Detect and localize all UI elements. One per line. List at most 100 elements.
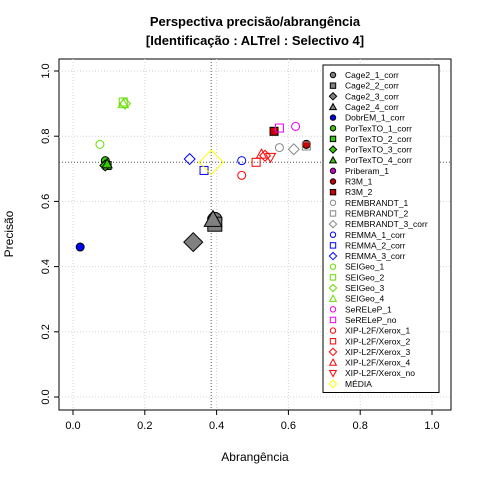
data-point [258,149,272,162]
legend-marker [329,231,337,238]
x-tick-label: 1.0 [424,420,439,432]
legend-marker [329,178,337,185]
legend-entry: REMMA_2_corr [345,240,406,250]
legend-marker [329,82,337,89]
data-point [264,152,277,164]
data-point [95,139,105,149]
legend-marker [329,114,337,121]
legend-marker [328,102,338,111]
legend-marker [329,188,337,196]
data-point [274,123,284,133]
y-tick-label: 0.0 [40,389,52,404]
legend-entry: DobrEM_1_corr [345,113,405,123]
legend-entry: PorTexTO_1_corr [345,123,412,133]
y-tick-label: 1.0 [40,63,52,78]
legend-marker [328,145,338,154]
legend-marker [329,338,337,345]
legend-entry: REMBRANDT_1 [345,198,409,208]
legend-marker [328,370,338,378]
legend-marker [328,219,338,229]
plot-area: 0.0 0.2 0.4 0.6 0.8 1.0 0.0 0.2 0.4 0.6 0.8 1.0 Cage… [40,58,452,432]
legend-entry: REMBRANDT_3_corr [345,219,428,229]
legend-entry: XIP-L2F/Xerox_4 [345,358,410,368]
legend-entry: R3M_2 [345,187,373,197]
legend-marker [328,155,338,164]
legend-marker [328,283,338,293]
plot-frame [58,58,452,411]
legend-marker [329,274,337,281]
x-tick-label: 0.6 [281,420,296,432]
data-point [301,141,311,151]
x-tick-label: 0.2 [137,420,152,432]
legend-entry: REMMA_3_corr [345,251,406,261]
y-tick-label: 0.6 [40,194,52,209]
data-point [183,152,196,166]
data-point [203,209,223,227]
chart-title: Perspectiva precisão/abrangência [150,14,361,29]
x-axis-label: Abrangência [221,450,289,464]
legend-entry: R3M_1 [345,177,373,187]
legend-marker [329,135,337,143]
legend-marker [329,316,337,324]
legend-entry: SeRELeP_1 [345,304,392,314]
legend-entry: Cage2_2_corr [345,81,399,91]
data-point [237,170,247,180]
legend-entry: SEIGeo_4 [345,294,384,304]
legend-marker [328,379,338,389]
legend-marker [329,263,337,270]
y-tick-label: 0.4 [40,259,52,274]
legend-marker [329,199,337,207]
legend-entry: REMMA_1_corr [345,230,406,240]
legend-entry: PorTexTO_4_corr [345,155,412,165]
data-point [198,149,225,176]
data-point [291,121,301,131]
x-tick-label: 0.0 [65,420,80,432]
x-tick-label: 0.4 [209,420,224,432]
chart-subtitle: [Identificação : ALTrel : Selectivo 4] [146,33,364,48]
legend-entry: SEIGeo_2 [345,272,384,282]
legend-entry: Cage2_3_corr [345,91,399,101]
legend-entry: XIP-L2F/Xerox_no [345,368,415,378]
x-tick-label: 0.8 [353,420,368,432]
legend-marker [329,242,337,249]
legend-entry: Priberam_1 [345,166,389,176]
data-point [274,143,284,153]
legend-marker [329,327,337,334]
legend-entry: XIP-L2F/Xerox_1 [345,326,410,336]
legend-entry: PorTexTO_2_corr [345,134,412,144]
data-point [251,157,261,167]
data-point [117,97,130,109]
legend-marker [329,125,337,132]
legend-marker [329,306,337,313]
data-point [255,148,268,159]
legend-entry: SEIGeo_1 [345,262,384,272]
legend-entry: MÉDIA [345,379,372,389]
data-point [199,165,209,175]
legend-marker [328,91,338,101]
legend-entry: PorTexTO_3_corr [345,145,412,155]
data-point [269,126,279,136]
data-point [183,231,204,253]
legend-marker [328,358,338,366]
legend-marker [329,167,337,175]
legend-entry: Cage2_1_corr [345,70,399,80]
legend-marker [328,294,338,302]
legend-marker [329,71,337,79]
legend-entry: XIP-L2F/Xerox_3 [345,347,410,357]
data-point [237,156,247,166]
data-point [101,157,113,169]
legend-entry: XIP-L2F/Xerox_2 [345,336,410,346]
legend-entry: Cage2_4_corr [345,102,399,112]
legend-marker [329,210,337,217]
legend-marker [328,251,338,261]
legend-box [322,64,440,393]
data-point [287,143,300,156]
y-tick-label: 0.8 [40,129,52,144]
legend-entry: SeRELeP_no [345,315,397,325]
y-tick-label: 0.2 [40,324,52,339]
y-axis-label: Precisão [2,210,16,257]
legend-entry: SEIGeo_3 [345,283,384,293]
legend-entry: REMBRANDT_2 [345,208,409,218]
legend-marker [328,347,338,357]
